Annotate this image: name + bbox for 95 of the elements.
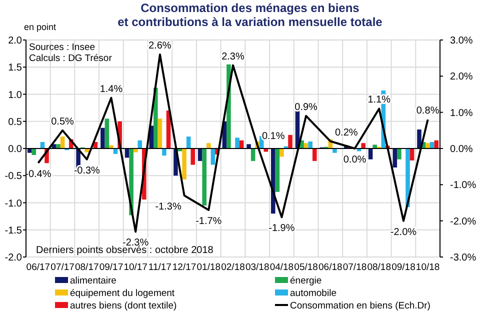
bar <box>198 148 202 161</box>
bar <box>104 118 110 148</box>
data-label: -1.7% <box>196 216 222 227</box>
data-label: 0.0% <box>343 154 366 166</box>
data-label: -1.3% <box>155 202 182 213</box>
bar <box>162 148 166 156</box>
data-label: 2.6% <box>148 40 172 52</box>
bar <box>417 130 422 148</box>
bar <box>426 143 430 148</box>
x-tick-label: 07/18 <box>342 262 367 273</box>
bar <box>312 148 317 161</box>
x-tick-label: 08/18 <box>367 262 392 273</box>
bar <box>392 148 398 168</box>
x-tick-label: 03/18 <box>245 262 270 273</box>
bar <box>210 148 216 165</box>
bar <box>138 140 142 148</box>
bar <box>100 128 105 148</box>
x-tick-label: 10/18 <box>416 262 440 273</box>
bar <box>332 148 337 153</box>
bar <box>186 136 191 148</box>
x-tick-label: 01/18 <box>196 262 221 273</box>
bar <box>361 143 366 148</box>
x-tick-label: 10/17 <box>124 262 148 273</box>
x-tick-label: 08/17 <box>74 262 99 273</box>
data-label: 2.3% <box>222 51 245 62</box>
y2-tick-label: -1.0% <box>450 180 476 192</box>
x-tick-label: 09/18 <box>392 262 416 273</box>
x-tick-label: 07/17 <box>50 262 74 273</box>
data-label: -0.3% <box>74 165 100 176</box>
data-label: 0.9% <box>294 102 318 113</box>
x-tick-label: 06/17 <box>26 262 50 273</box>
annotation: Calculs : DG Trésor <box>29 53 112 64</box>
bar <box>288 134 292 148</box>
bar <box>235 138 240 148</box>
legend-label: autres biens (dont textile) <box>70 300 177 312</box>
bar <box>158 118 162 148</box>
bar <box>372 144 377 148</box>
y2-tick-label: 1.0% <box>450 108 473 119</box>
bar <box>32 148 36 156</box>
bar <box>206 143 211 148</box>
bar <box>410 148 414 160</box>
y2-tick-label: 3.0% <box>450 36 473 46</box>
x-tick-label: 06/18 <box>318 262 342 273</box>
y-tick-label: -1.5 <box>4 225 22 236</box>
chart-title: Consommation des ménages en biens et contributions à la variation mensuelle totale <box>118 1 383 29</box>
bar <box>246 144 251 148</box>
y-tick-label: 1.5 <box>8 62 22 74</box>
y-tick-label: 0.0 <box>8 144 22 155</box>
bar <box>60 136 65 148</box>
bar <box>84 148 90 152</box>
x-tick-label: 09/17 <box>99 262 124 273</box>
y-tick-label: -1.0 <box>4 198 22 210</box>
legend-label: automobile <box>290 288 336 299</box>
y-tick-label: 2.0 <box>8 36 22 46</box>
x-tick-label: 02/18 <box>221 262 245 273</box>
bar <box>56 144 60 148</box>
data-label: 0.2% <box>335 127 358 138</box>
data-label: -0.4% <box>25 168 52 180</box>
bar <box>430 142 434 148</box>
bar <box>190 148 196 165</box>
y-axis-title: en point <box>24 22 57 32</box>
x-tick-label: 04/18 <box>270 262 294 273</box>
annotation: Sources : Insee <box>29 42 96 53</box>
x-tick-label: 11/17 <box>148 262 172 273</box>
y2-tick-label: 2.0% <box>450 72 473 83</box>
bar <box>154 88 158 148</box>
y-tick-label: 0.5 <box>8 116 22 128</box>
bar <box>250 148 256 161</box>
bar <box>397 148 402 160</box>
bar <box>202 148 207 206</box>
y2-tick-label: 0.0% <box>450 144 473 155</box>
legend-label: Consommation en biens (Ech.Dr) <box>290 300 430 312</box>
bar <box>109 145 114 148</box>
data-label: 0.1% <box>262 130 285 142</box>
legend-label: alimentaire <box>70 276 116 286</box>
bar <box>368 148 373 160</box>
x-tick-label: 05/18 <box>294 262 318 273</box>
data-label: -1.9% <box>268 223 295 234</box>
y2-tick-label: -2.0% <box>450 216 476 228</box>
bar <box>280 148 284 157</box>
y2-tick-label: -3.0% <box>450 252 476 264</box>
bar <box>270 148 276 214</box>
y-tick-label: -0.5 <box>4 171 22 182</box>
x-tick-label: 12/17 <box>172 262 196 273</box>
data-label: 0.5% <box>51 116 74 128</box>
legend-label: équipement du logement <box>70 288 175 299</box>
data-label: 1.4% <box>100 84 123 95</box>
bar <box>308 141 312 148</box>
y-tick-label: -2.0 <box>4 252 22 264</box>
data-label: -2.0% <box>390 226 417 238</box>
bar <box>275 148 280 192</box>
bar <box>182 148 186 180</box>
data-label: 0.8% <box>416 106 440 117</box>
y-tick-label: 1.0 <box>8 90 22 101</box>
legend-label: énergie <box>290 276 322 286</box>
